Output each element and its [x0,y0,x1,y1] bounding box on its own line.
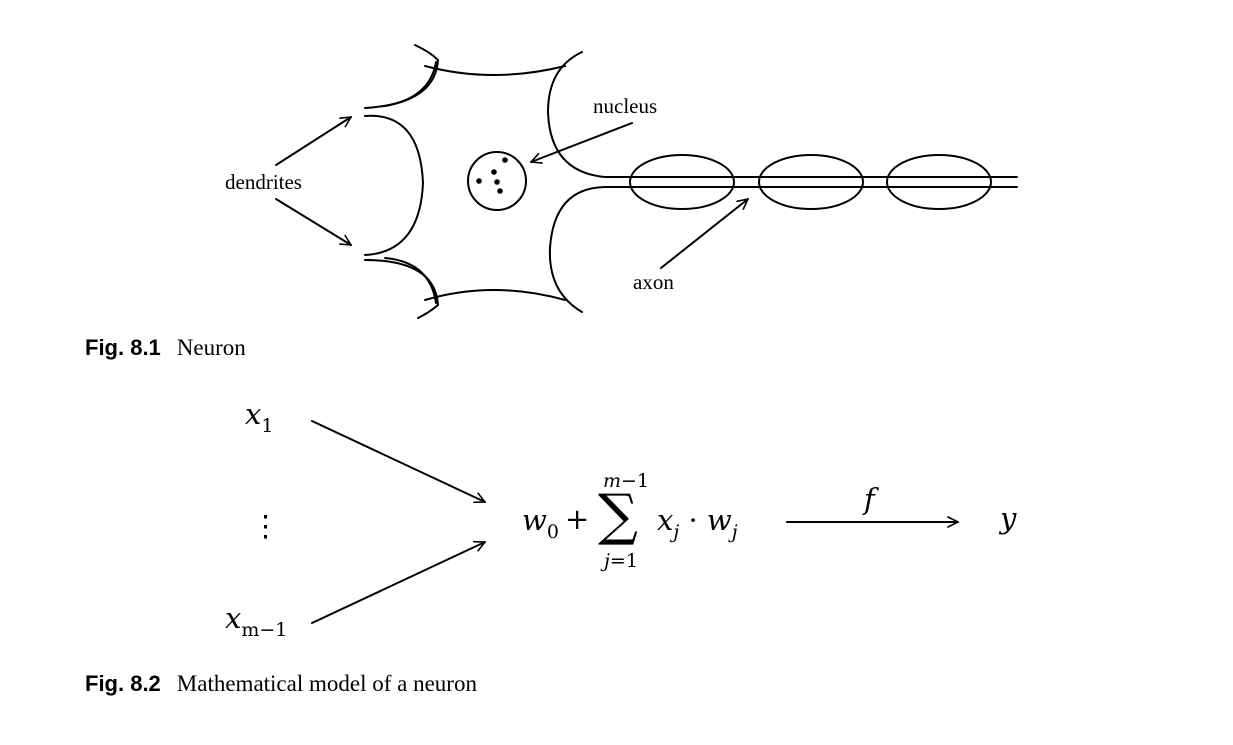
myelin-sheath-1 [629,154,735,210]
dendrite-upper-left-inner [384,61,437,107]
dendrites-arrow-down [275,198,352,246]
cell-body-top-arc [424,65,566,76]
dendrites-label: dendrites [225,170,302,194]
input-ellipsis: ⋮ [251,509,280,543]
myelin-sheath-2 [758,154,864,210]
axon-label: axon [633,270,674,294]
axon-arrow [660,198,749,269]
sum-lower-limit: j=1 [604,550,638,572]
input-xm-1: xm−1 [225,601,288,641]
dendrite-upper-left [364,44,440,109]
caption-text: Mathematical model of a neuron [176,671,477,696]
sum-term: xj · wj [657,503,738,543]
activation-function-label: f [864,482,875,516]
sum-upper-limit: m−1 [603,470,650,492]
cell-body-lower-right [548,186,606,313]
cell-body-bottom-arc [424,289,566,301]
nucleus-dot [497,188,503,194]
input-arrow-bottom [311,540,486,624]
dendrite-lower-left [364,259,440,319]
nucleus-label: nucleus [593,94,658,118]
input-x1: x1 [245,397,274,437]
output-y: y [1000,501,1017,535]
summation-sign: ∑ [598,483,638,548]
caption-number: Fig. 8.1 [85,335,161,360]
nucleus-dot [502,157,508,163]
plus-sign: + [565,502,590,536]
caption-text: Neuron [176,335,246,360]
nucleus-dot [476,178,482,184]
nucleus-dot [494,179,500,185]
dendrites-arrow-up [275,116,352,166]
figure-caption-1: Fig. 8.1 Neuron [85,336,246,359]
bias-w0: w0 [522,503,559,543]
myelin-sheath-3 [886,154,992,210]
cell-body-upper-right [546,51,606,178]
dendrite-lower-left-inner [384,257,437,304]
nucleus-circle [467,151,527,211]
nucleus-arrow [530,122,633,164]
cell-body-left-arc [364,114,425,256]
figure-caption-2: Fig. 8.2 Mathematical model of a neuron [85,672,477,695]
caption-number: Fig. 8.2 [85,671,161,696]
nucleus-dot [491,169,497,175]
input-arrow-top [311,420,486,504]
